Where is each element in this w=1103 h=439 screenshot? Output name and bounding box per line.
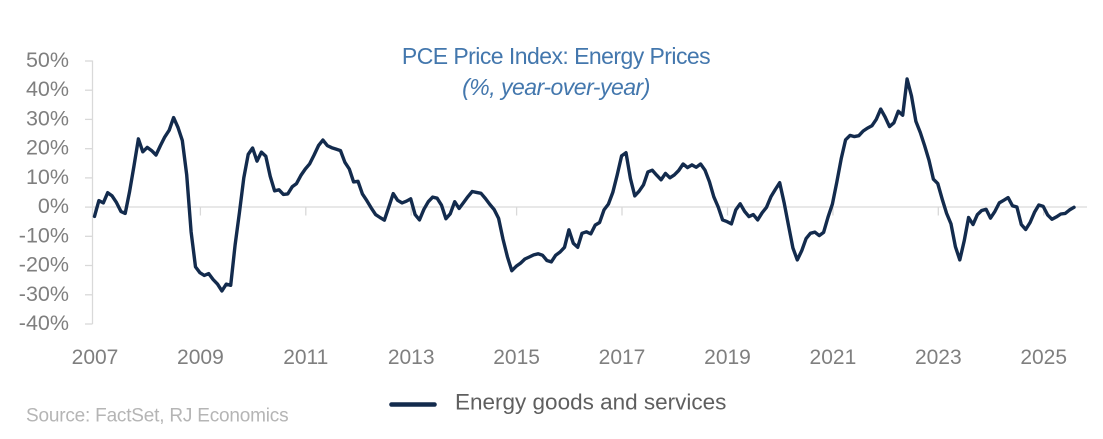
svg-text:10%: 10% (26, 165, 69, 189)
svg-text:-10%: -10% (19, 223, 69, 247)
svg-text:2015: 2015 (493, 346, 540, 369)
svg-text:Energy goods and services: Energy goods and services (455, 390, 726, 415)
svg-text:40%: 40% (26, 77, 69, 101)
svg-text:-40%: -40% (19, 311, 69, 335)
svg-text:2017: 2017 (599, 346, 646, 369)
svg-text:0%: 0% (38, 194, 69, 218)
svg-text:-30%: -30% (19, 282, 69, 306)
svg-text:2007: 2007 (72, 346, 119, 369)
svg-text:20%: 20% (26, 136, 69, 160)
svg-text:2025: 2025 (1020, 346, 1067, 369)
svg-text:(%, year-over-year): (%, year-over-year) (462, 74, 650, 100)
svg-text:2011: 2011 (283, 346, 328, 369)
svg-text:-20%: -20% (19, 253, 69, 277)
svg-text:2009: 2009 (177, 346, 224, 369)
svg-text:50%: 50% (26, 48, 69, 72)
svg-text:Source: FactSet, RJ Economics: Source: FactSet, RJ Economics (26, 406, 288, 427)
svg-text:2013: 2013 (388, 346, 435, 369)
svg-text:30%: 30% (26, 106, 69, 130)
svg-text:2019: 2019 (704, 346, 751, 369)
svg-text:2021: 2021 (810, 346, 857, 369)
svg-text:2023: 2023 (915, 346, 962, 369)
svg-text:PCE Price Index: Energy Prices: PCE Price Index: Energy Prices (402, 43, 710, 69)
